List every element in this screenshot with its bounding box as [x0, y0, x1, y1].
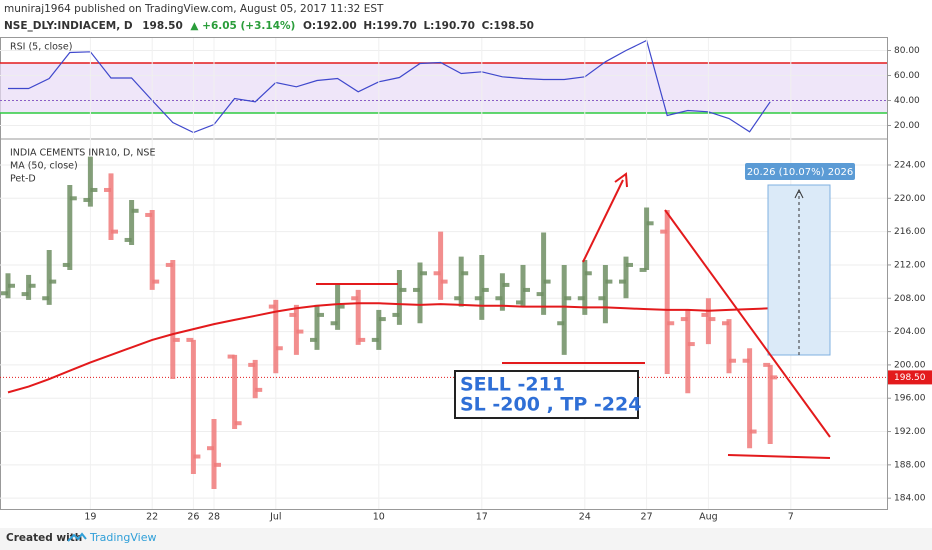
series-label: MA (50, close) — [10, 161, 78, 172]
y-tick-label: 80.00 — [894, 46, 920, 56]
target-line — [727, 454, 831, 459]
measure-arrowhead — [794, 188, 804, 199]
high: H:199.70 — [363, 20, 417, 32]
x-tick-label: 17 — [476, 512, 488, 523]
x-tick-label: 19 — [84, 512, 96, 523]
close: C:198.50 — [482, 20, 534, 32]
trade-text: SL -200 , TP -224 — [460, 394, 641, 416]
x-tick-label: 10 — [373, 512, 385, 523]
logo — [67, 532, 87, 542]
rsi-line — [8, 39, 771, 134]
header-line: NSE_DLY:INDIACEM, D 198.50 ▲ +6.05 (+3.1… — [4, 20, 534, 32]
y-tick-label: 220.00 — [894, 194, 926, 204]
y-tick-label: 192.00 — [894, 427, 926, 437]
rsi-band — [0, 63, 887, 113]
y-tick-label: 216.00 — [894, 227, 926, 237]
x-tick-label: 27 — [641, 512, 653, 523]
ma-line — [7, 302, 771, 394]
x-tick-label: 28 — [208, 512, 220, 523]
indicator-label: Pet-D — [10, 174, 36, 185]
drawings: 20.26 (10.07%) 2026 SELL -211 SL -200 , … — [316, 163, 855, 459]
y-tick-label: 204.00 — [894, 327, 926, 337]
footer-brand: TradingView — [89, 531, 156, 544]
footer-created: Created with — [6, 532, 82, 544]
measure-label-box — [745, 163, 855, 180]
low: L:190.70 — [423, 20, 474, 32]
last-price-box — [888, 370, 932, 385]
x-tick-label: Jul — [269, 512, 281, 523]
x-tick-label: 7 — [788, 512, 794, 523]
plot-frame — [0, 37, 888, 510]
trend-line — [664, 209, 831, 438]
last-price-label: 198.50 — [894, 373, 926, 383]
y-tick-label: 184.00 — [894, 494, 926, 504]
rsi-title: RSI (5, close) — [10, 42, 72, 53]
x-tick-label: Aug — [699, 512, 718, 523]
measure-label: 20.26 (10.07%) 2026 — [747, 167, 853, 178]
symbol: NSE_DLY:INDIACEM, D — [4, 20, 133, 32]
y-tick-label: 20.00 — [894, 121, 920, 131]
footer-bar — [0, 528, 932, 550]
y-tick-label: 60.00 — [894, 71, 920, 81]
y-tick-label: 196.00 — [894, 394, 926, 404]
y-tick-label: 208.00 — [894, 294, 926, 304]
publisher: muniraj1964 published on TradingView.com… — [4, 3, 384, 15]
x-tick-label: 22 — [146, 512, 158, 523]
series-label: INDIA CEMENTS INR10, D, NSE — [10, 148, 155, 159]
y-tick-label: 224.00 — [894, 160, 926, 170]
y-tick-label: 200.00 — [894, 360, 926, 370]
y-tick-label: 188.00 — [894, 460, 926, 470]
x-tick-label: 26 — [187, 512, 199, 523]
trade-text: SELL -211 — [460, 374, 565, 396]
y-tick-label: 40.00 — [894, 96, 920, 106]
change: ▲ +6.05 (+3.14%) — [190, 20, 295, 32]
trade-box — [454, 370, 639, 419]
up-arrow — [582, 179, 624, 263]
up-arrowhead — [614, 172, 628, 188]
open: O:192.00 — [303, 20, 357, 32]
last: 198.50 — [142, 20, 183, 32]
x-tick-label: 24 — [579, 512, 591, 523]
y-tick-label: 212.00 — [894, 260, 926, 270]
